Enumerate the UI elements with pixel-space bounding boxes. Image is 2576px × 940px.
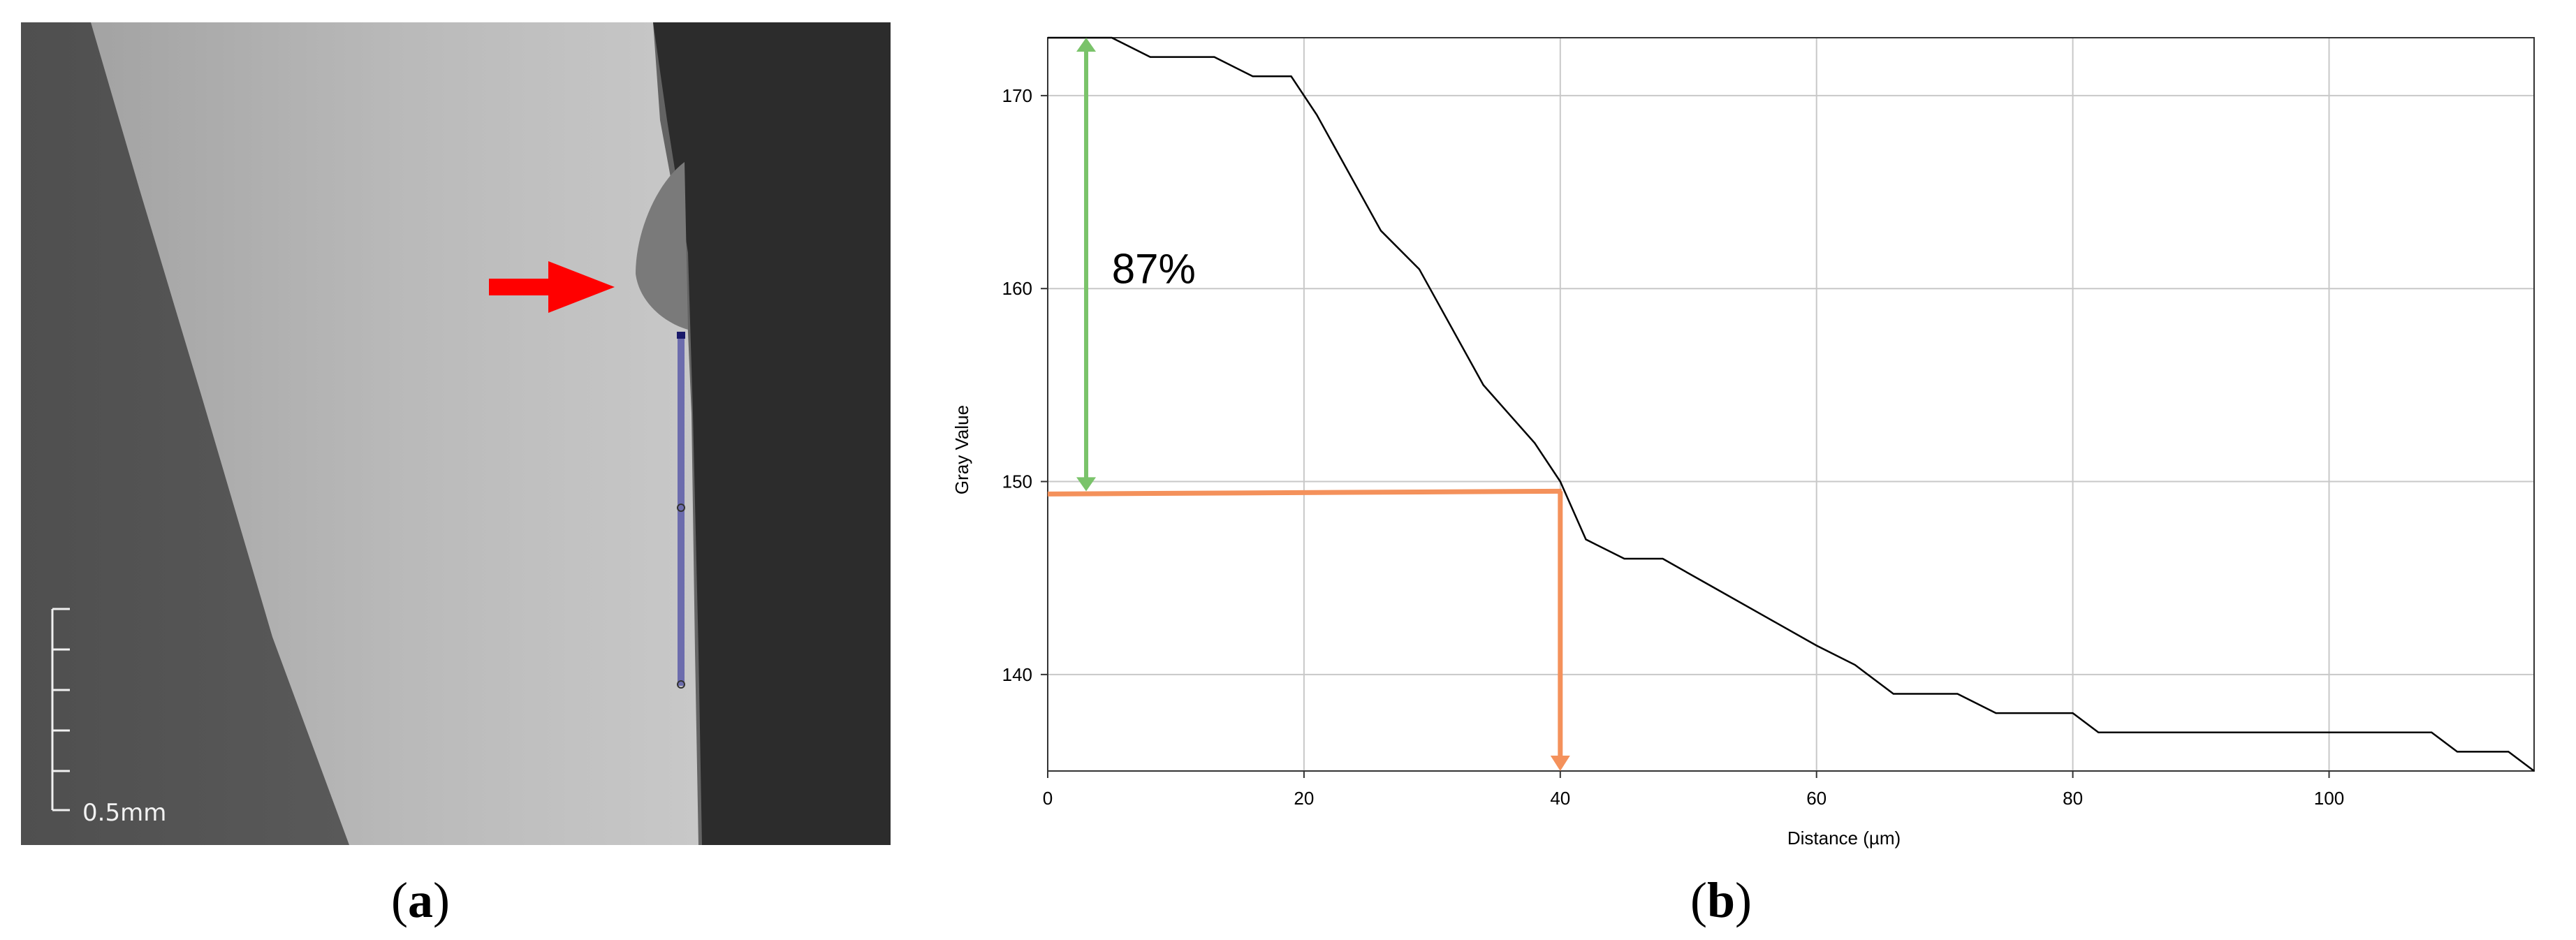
sample-bright-region — [91, 22, 698, 845]
y-tick-label: 160 — [1002, 278, 1032, 299]
scale-bar — [51, 608, 70, 812]
profile-line-marker — [677, 332, 685, 689]
y-tick-label: 140 — [1002, 664, 1032, 685]
y-tick-label: 150 — [1002, 471, 1032, 492]
caption-a: (a) — [391, 872, 450, 928]
x-axis-label: Distance (µm) — [1787, 828, 1901, 849]
x-tick-label: 100 — [2314, 788, 2344, 809]
gray-value-profile-chart: 0 20 40 60 80 100 140 150 160 170 Distance (µm) G… — [950, 10, 2563, 862]
axis-ticks: 0 20 40 60 80 100 140 150 160 170 — [1002, 85, 2345, 809]
y-tick-label: 170 — [1002, 85, 1032, 106]
plot-frame — [1047, 37, 2535, 772]
orange-arrow-head — [1550, 756, 1570, 771]
chart-svg: 0 20 40 60 80 100 140 150 160 170 Distance (µm) G… — [951, 36, 2535, 849]
y-axis-label: Gray Value — [951, 405, 972, 494]
annotations — [1047, 38, 1570, 771]
caption-b: (b) — [1690, 872, 1752, 928]
orange-horizontal-line — [1047, 488, 1562, 497]
x-tick-label: 40 — [1550, 788, 1570, 809]
x-tick-label: 80 — [2063, 788, 2083, 809]
micrograph-image: 0.5mm — [21, 22, 891, 845]
x-tick-label: 0 — [1043, 788, 1053, 809]
x-tick-label: 60 — [1806, 788, 1827, 809]
green-arrow-head-bottom — [1076, 477, 1097, 492]
background-dark-region — [653, 22, 891, 845]
micrograph-drawing — [21, 22, 891, 845]
scale-bar-label: 0.5mm — [82, 799, 167, 827]
percent-annotation: 87% — [1112, 246, 1196, 293]
green-arrow-head-top — [1076, 38, 1097, 52]
x-tick-label: 20 — [1294, 788, 1314, 809]
red-arrow-icon — [489, 261, 615, 313]
plot-area — [1048, 36, 2535, 772]
grid-lines — [1047, 37, 2535, 772]
gray-value-series-line — [1048, 36, 2535, 772]
surface-defect — [636, 162, 688, 330]
